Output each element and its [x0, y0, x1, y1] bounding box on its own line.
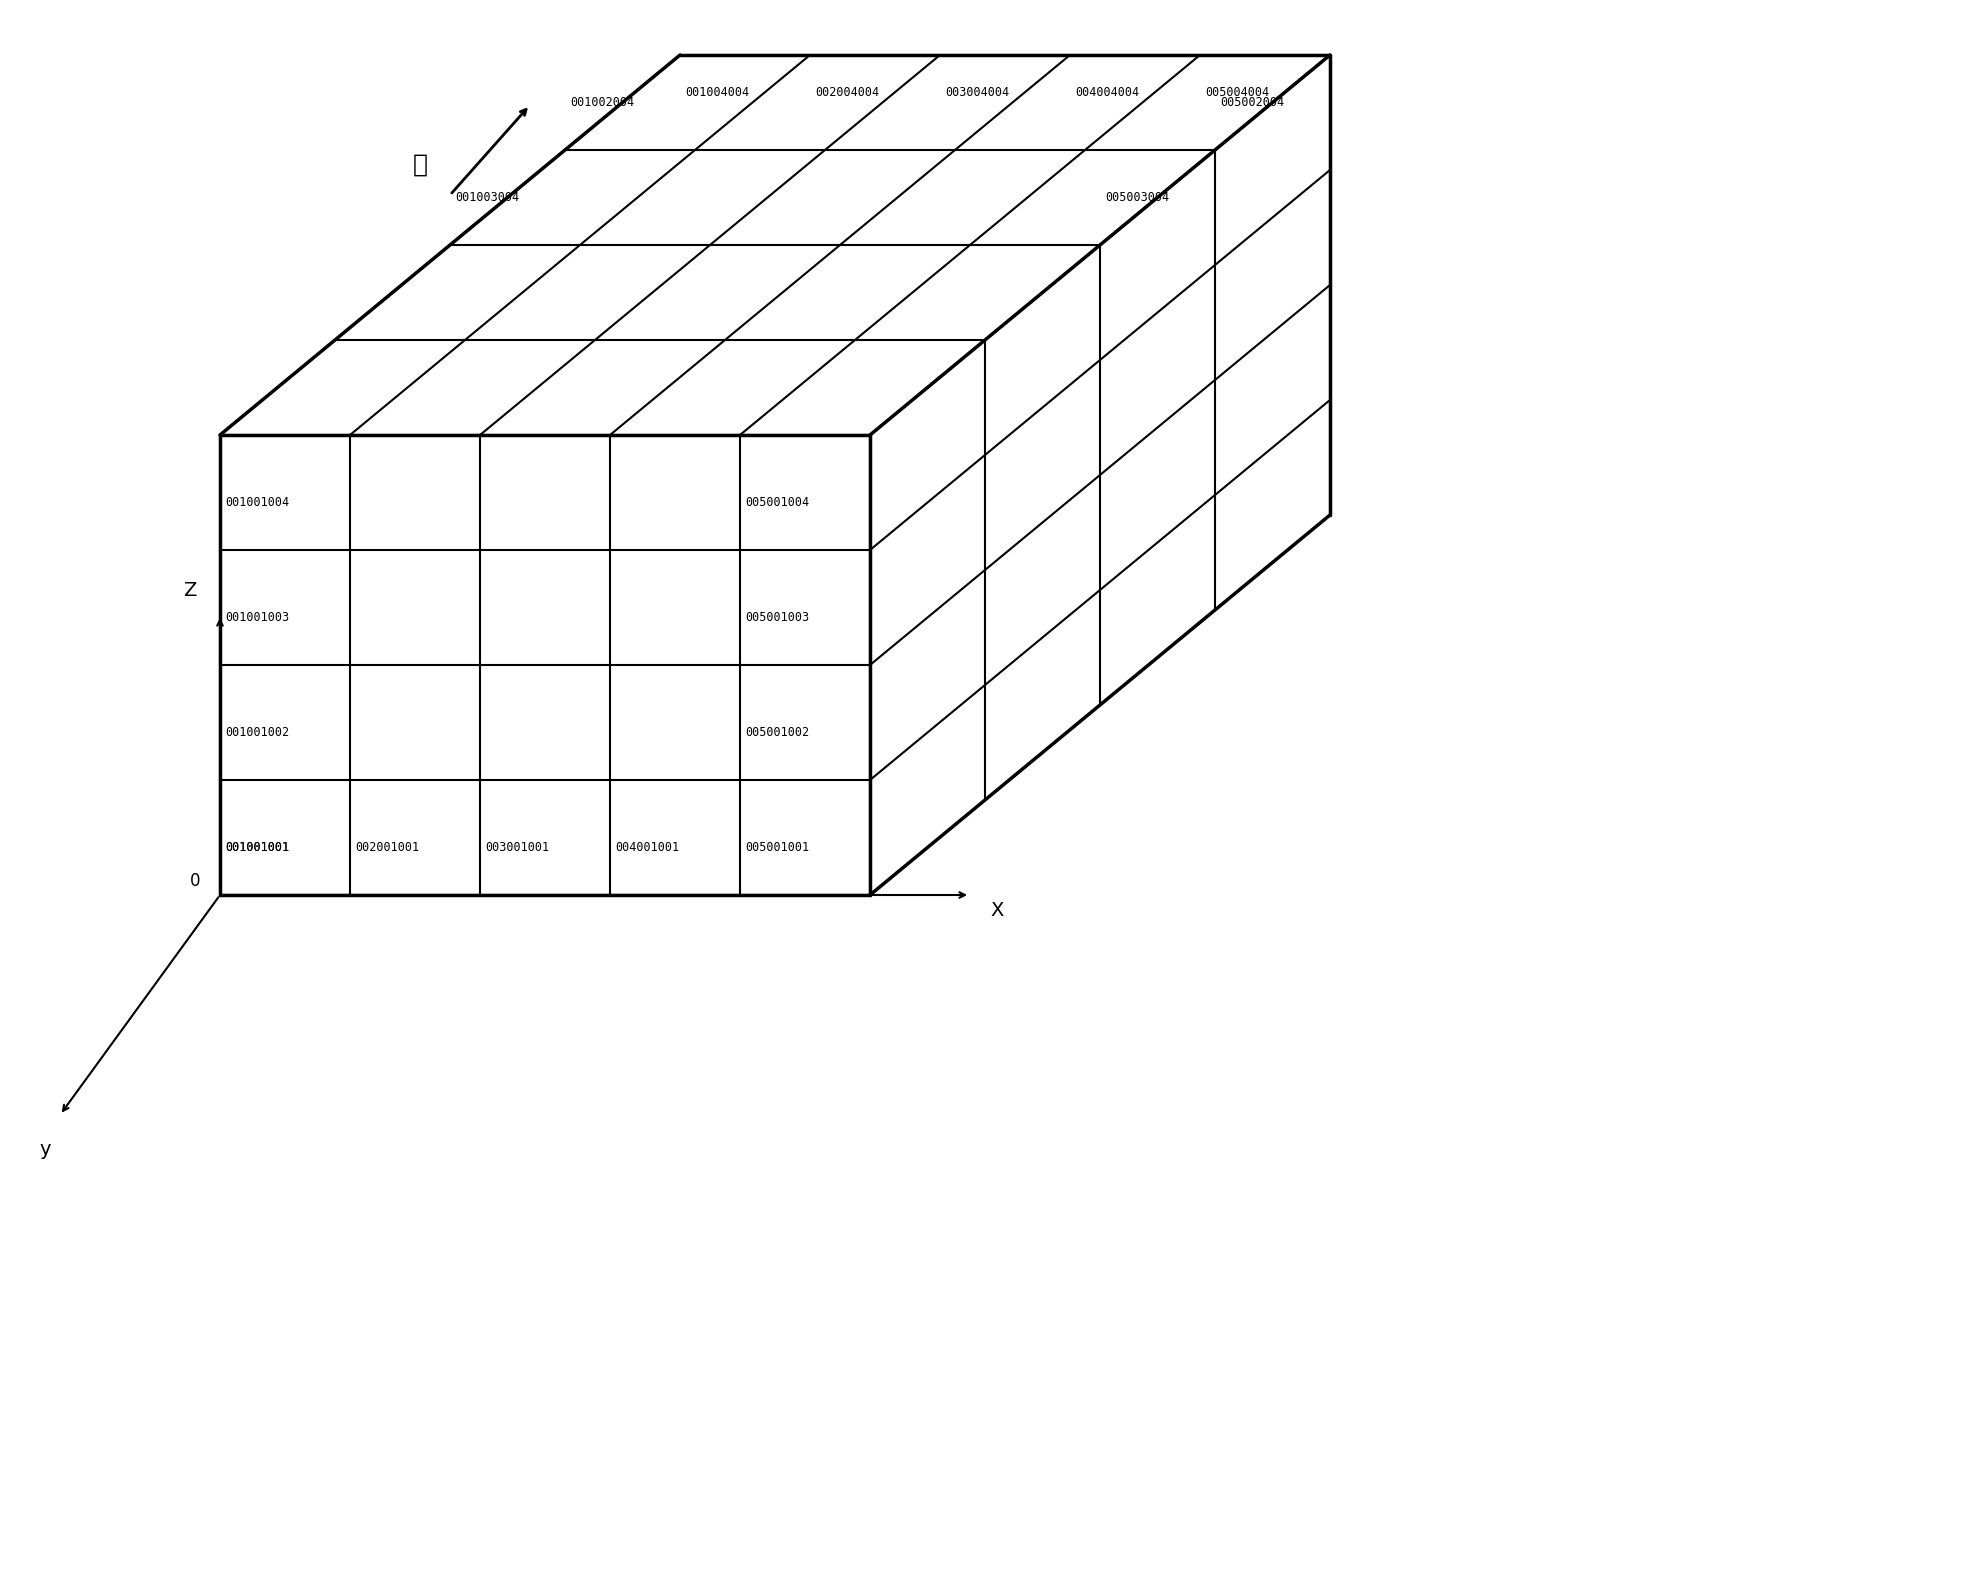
Text: 001001001: 001001001	[225, 841, 288, 853]
Text: 001001004: 001001004	[225, 497, 288, 509]
Text: 003004004: 003004004	[944, 86, 1010, 99]
Text: 005001003: 005001003	[746, 611, 809, 624]
Text: 005002004: 005002004	[1221, 96, 1284, 108]
Text: 001001001: 001001001	[225, 841, 288, 853]
Text: 001003004: 001003004	[455, 191, 519, 204]
Text: 005001004: 005001004	[746, 497, 809, 509]
Text: Z: Z	[183, 581, 197, 600]
Text: 005003004: 005003004	[1105, 191, 1169, 204]
Text: 北: 北	[412, 153, 427, 177]
Text: 001002004: 001002004	[571, 96, 634, 108]
Text: 005001002: 005001002	[746, 726, 809, 739]
Text: y: y	[40, 1140, 52, 1159]
Text: 003001001: 003001001	[485, 841, 549, 853]
Text: 001004004: 001004004	[686, 86, 749, 99]
Text: 001001002: 001001002	[225, 726, 288, 739]
Text: 004004004: 004004004	[1076, 86, 1139, 99]
Text: 002001001: 002001001	[356, 841, 419, 853]
Text: 002004004: 002004004	[815, 86, 879, 99]
Text: 005004004: 005004004	[1205, 86, 1268, 99]
Text: 004001001: 004001001	[614, 841, 680, 853]
Text: 001001003: 001001003	[225, 611, 288, 624]
Text: 0: 0	[189, 872, 201, 890]
Text: 005001001: 005001001	[746, 841, 809, 853]
Text: X: X	[990, 901, 1004, 920]
